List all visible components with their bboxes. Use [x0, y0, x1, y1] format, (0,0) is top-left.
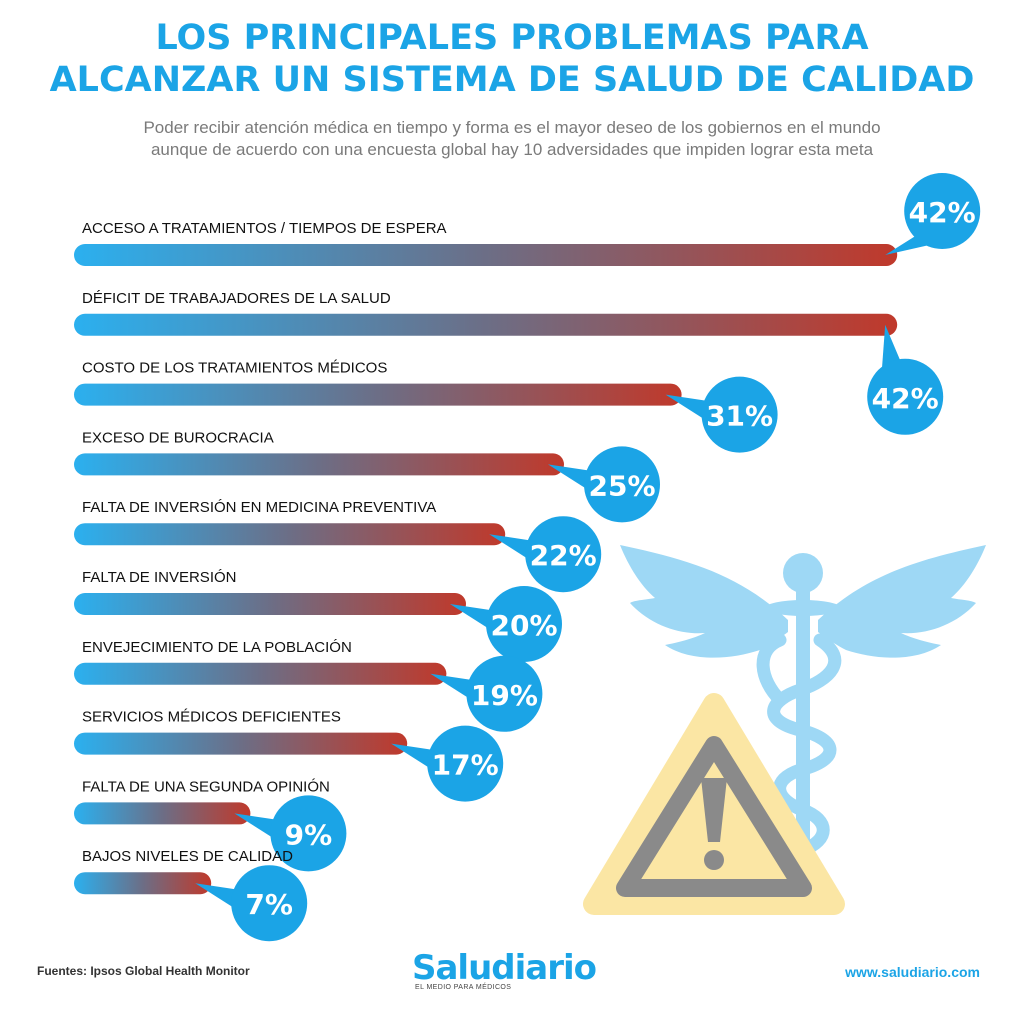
value-label: 31% — [706, 400, 773, 433]
bar — [74, 453, 564, 476]
category-label: DÉFICIT DE TRABAJADORES DE LA SALUD — [82, 290, 391, 307]
value-label: 17% — [432, 749, 499, 782]
subtitle-line2: aunque de acuerdo con una encuesta globa… — [150, 140, 874, 159]
value-label: 25% — [588, 469, 655, 502]
value-bubble — [270, 795, 347, 872]
value-label: 9% — [285, 818, 333, 851]
chart-title-line1: LOS PRINCIPALES PROBLEMAS PARA — [155, 18, 869, 58]
snake-icon — [756, 633, 842, 857]
value-bubble — [701, 376, 778, 453]
warning-icon — [583, 693, 845, 915]
value-bubble-tail — [665, 394, 710, 423]
logo-tagline: EL MEDIO PARA MÉDICOS — [415, 984, 512, 991]
subtitle-line1: Poder recibir atención médica en tiempo … — [143, 118, 881, 137]
category-label: FALTA DE INVERSIÓN EN MEDICINA PREVENTIV… — [82, 499, 436, 516]
value-label: 7% — [245, 888, 293, 921]
bar — [74, 383, 682, 406]
bar — [74, 593, 466, 615]
bar — [74, 244, 898, 266]
value-bubble — [584, 446, 660, 523]
category-label: SERVICIOS MÉDICOS DEFICIENTES — [82, 709, 341, 726]
value-bubble — [867, 358, 944, 435]
value-bubble — [525, 516, 602, 593]
value-bubble-tail — [195, 883, 240, 912]
value-bubble — [904, 173, 981, 249]
value-label: 42% — [909, 196, 976, 229]
category-label: BAJOS NIVELES DE CALIDAD — [82, 848, 293, 865]
caduceus-icon — [620, 545, 986, 852]
chart-title-line2: ALCANZAR UN SISTEMA DE SALUD DE CALIDAD — [49, 60, 975, 100]
logo: Saludiario EL MEDIO PARA MÉDICOS — [412, 950, 622, 991]
bar — [74, 313, 898, 336]
value-bubble-tail — [489, 534, 534, 563]
value-bubble-tail — [430, 673, 475, 702]
logo-name: Saludiario — [412, 948, 597, 988]
bar — [74, 523, 506, 546]
category-label: ENVEJECIMIENTO DE LA POBLACIÓN — [82, 639, 352, 656]
category-label: EXCESO DE BUROCRACIA — [82, 429, 274, 446]
source-note: Fuentes: Ipsos Global Health Monitor — [37, 964, 250, 978]
bar — [74, 732, 408, 755]
website-link[interactable]: www.saludiario.com — [845, 964, 980, 980]
value-label: 22% — [530, 539, 597, 572]
value-bubble — [427, 725, 504, 802]
value-bubble — [231, 865, 308, 942]
category-label: FALTA DE UNA SEGUNDA OPINIÓN — [82, 778, 330, 795]
value-bubble-tail — [391, 743, 436, 772]
category-label: ACCESO A TRATAMIENTOS / TIEMPOS DE ESPER… — [82, 220, 447, 237]
bar — [74, 802, 251, 825]
bar — [74, 872, 212, 895]
category-label: COSTO DE LOS TRATAMIENTOS MÉDICOS — [82, 360, 387, 377]
value-bubble — [486, 586, 562, 662]
value-label: 20% — [490, 609, 557, 642]
value-label: 19% — [471, 679, 538, 712]
bar — [74, 662, 447, 685]
value-bubble-tail — [548, 464, 592, 493]
category-label: FALTA DE INVERSIÓN — [82, 569, 236, 586]
value-label: 42% — [872, 382, 939, 415]
value-bubble-tail — [234, 813, 279, 842]
value-bubble — [466, 655, 543, 732]
value-bubble-tail — [450, 604, 494, 632]
